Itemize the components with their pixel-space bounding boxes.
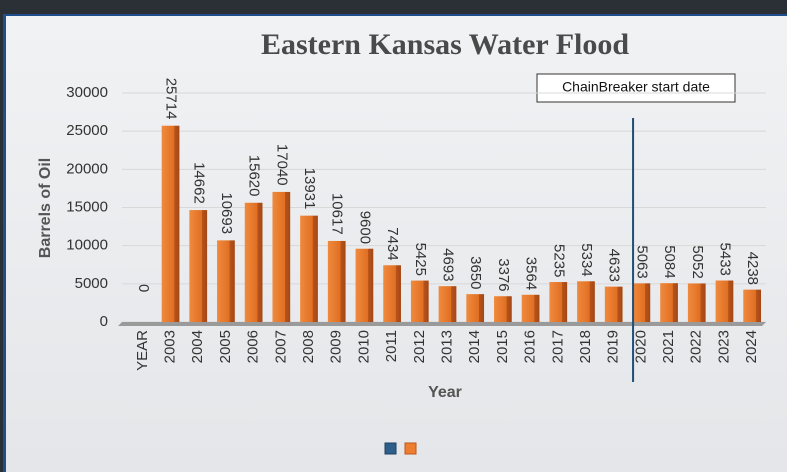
annotation: ChainBreaker start date (562, 79, 710, 95)
value-label: 4693 (440, 248, 457, 281)
bar (355, 248, 374, 322)
bar (687, 283, 706, 322)
value-label: 7434 (384, 227, 401, 260)
x-tick-label: 2022 (688, 330, 705, 363)
x-tick-label: 2009 (328, 330, 345, 363)
y-tick-label: 0 (100, 313, 108, 330)
bar (604, 286, 623, 322)
y-tick-label: 15000 (66, 198, 108, 215)
x-tick-label: 2024 (743, 330, 760, 363)
bar (327, 240, 346, 322)
value-label: 5425 (412, 243, 429, 276)
value-label: 17040 (273, 144, 290, 186)
value-label: 4238 (744, 252, 761, 285)
x-tick-label: 2013 (438, 330, 455, 363)
value-label: 15620 (246, 155, 263, 197)
y-axis-title: Barrels of Oil (37, 158, 54, 258)
bar (438, 286, 457, 322)
bar (660, 283, 678, 322)
bar (577, 281, 595, 322)
bar (410, 280, 429, 322)
y-tick-label: 30000 (66, 84, 108, 101)
bar (466, 294, 485, 322)
chart-title: Eastern Kansas Water Flood (261, 28, 629, 61)
x-tick-label: 2015 (494, 330, 511, 363)
x-tick-label: 2008 (300, 330, 317, 363)
x-tick-label: 2014 (466, 330, 483, 363)
value-label: 5334 (578, 243, 595, 276)
x-tick-label: 2018 (577, 330, 594, 363)
value-label: 14662 (190, 162, 207, 204)
value-label: 3564 (523, 257, 540, 290)
x-tick-label: 2023 (715, 330, 732, 363)
y-tick-label: 5000 (75, 275, 108, 292)
value-label: 3650 (467, 256, 484, 289)
bar (549, 282, 568, 322)
legend-swatch (384, 442, 397, 455)
x-tick-label: 2003 (162, 330, 179, 363)
x-axis-title: Year (428, 384, 462, 401)
bar (272, 191, 291, 322)
x-tick-label: 2020 (632, 330, 649, 363)
bar (217, 240, 235, 322)
floor (118, 322, 766, 326)
x-tick-label: 2017 (549, 330, 566, 363)
bar (189, 210, 208, 322)
bar (300, 215, 318, 322)
value-label: 5235 (550, 244, 567, 277)
value-label: 0 (135, 284, 152, 292)
y-tick-label: 10000 (66, 237, 108, 254)
value-label: 10693 (218, 192, 235, 234)
bar (383, 265, 401, 322)
bar (715, 280, 734, 322)
x-tick-label: 2021 (660, 330, 677, 363)
x-tick-label: 2007 (272, 330, 289, 363)
value-label: 3376 (495, 258, 512, 291)
value-label: 5084 (661, 245, 678, 278)
x-tick-label: 2010 (355, 330, 372, 363)
bar (494, 296, 512, 322)
value-label: 4633 (606, 249, 623, 282)
x-tick-label: 2016 (522, 330, 539, 363)
x-tick-label: 2012 (411, 330, 428, 363)
x-tick-label: YEAR (134, 330, 151, 371)
value-label: 10617 (329, 193, 346, 235)
x-tick-label: 2005 (217, 330, 234, 363)
bar (632, 283, 651, 322)
x-tick-label: 2011 (383, 330, 400, 362)
annotation-box (536, 73, 736, 103)
x-tick-label: 2006 (245, 330, 262, 363)
x-tick-label: 2004 (189, 330, 206, 363)
y-tick-label: 25000 (66, 122, 108, 139)
value-label: 5052 (689, 245, 706, 278)
value-label: 5433 (716, 243, 733, 276)
value-label: 5063 (633, 245, 650, 278)
value-label: 13931 (301, 168, 318, 210)
x-tick-label: 2019 (605, 330, 622, 363)
legend-swatch (404, 442, 417, 455)
value-label: 9600 (356, 211, 373, 244)
y-tick-label: 20000 (66, 160, 108, 177)
bar (161, 125, 180, 323)
value-label: 25714 (163, 78, 180, 120)
bar (521, 294, 540, 322)
bar (244, 202, 263, 322)
bar (743, 289, 762, 322)
